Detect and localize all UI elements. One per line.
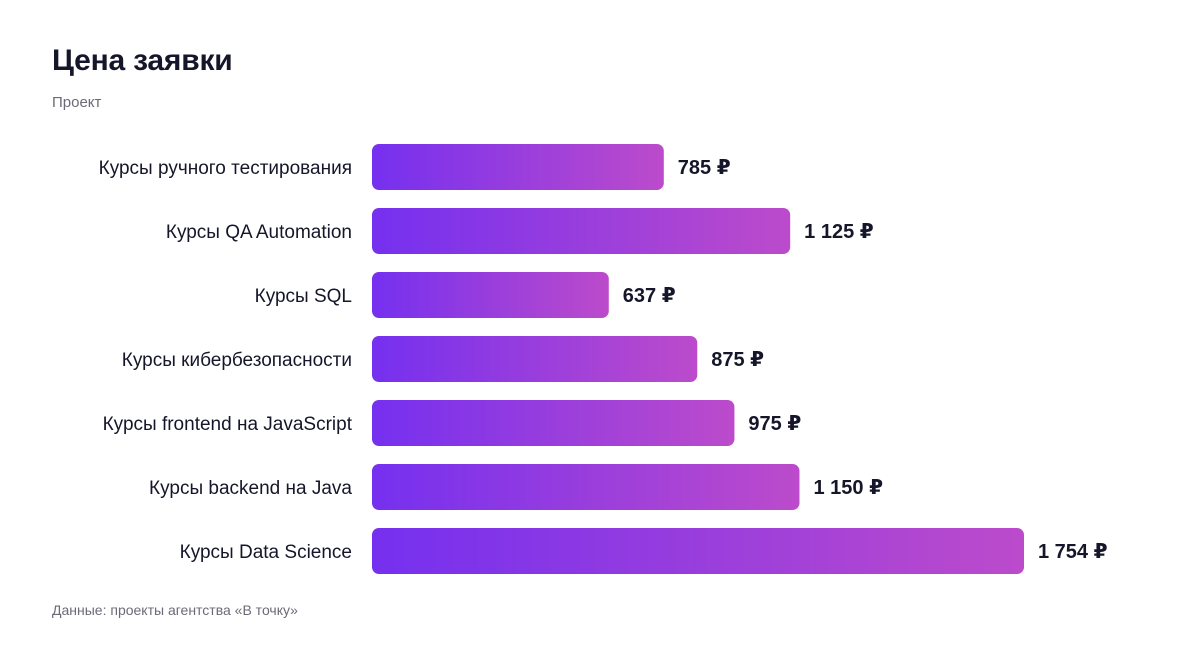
- value-label: 1 754 ₽: [1038, 541, 1108, 563]
- value-label: 637 ₽: [623, 285, 676, 307]
- category-label: Курсы Data Science: [180, 542, 352, 563]
- value-label: 975 ₽: [748, 413, 801, 435]
- chart-title: Цена заявки: [52, 44, 233, 77]
- bar: [372, 272, 609, 318]
- chart-subtitle: Проект: [52, 94, 102, 111]
- bar: [372, 208, 791, 254]
- bar: [372, 336, 698, 382]
- value-label: 1 150 ₽: [813, 477, 883, 499]
- data-source-note: Данные: проекты агентства «В точку»: [52, 602, 298, 618]
- bar: [372, 528, 1024, 574]
- value-label: 785 ₽: [678, 157, 731, 179]
- bar: [372, 144, 664, 190]
- category-label: Курсы frontend на JavaScript: [103, 414, 353, 435]
- category-label: Курсы SQL: [255, 286, 352, 307]
- category-label: Курсы кибербезопасности: [122, 350, 352, 371]
- bar: [372, 464, 800, 510]
- value-label: 1 125 ₽: [804, 221, 874, 243]
- bars-group: Курсы ручного тестирования 785 ₽ Курсы QA …: [99, 144, 1108, 574]
- category-label: Курсы ручного тестирования: [99, 158, 352, 179]
- value-label: 875 ₽: [711, 349, 764, 371]
- bar: [372, 400, 735, 446]
- category-label: Курсы backend на Java: [149, 478, 352, 499]
- category-label: Курсы QA Automation: [166, 222, 352, 243]
